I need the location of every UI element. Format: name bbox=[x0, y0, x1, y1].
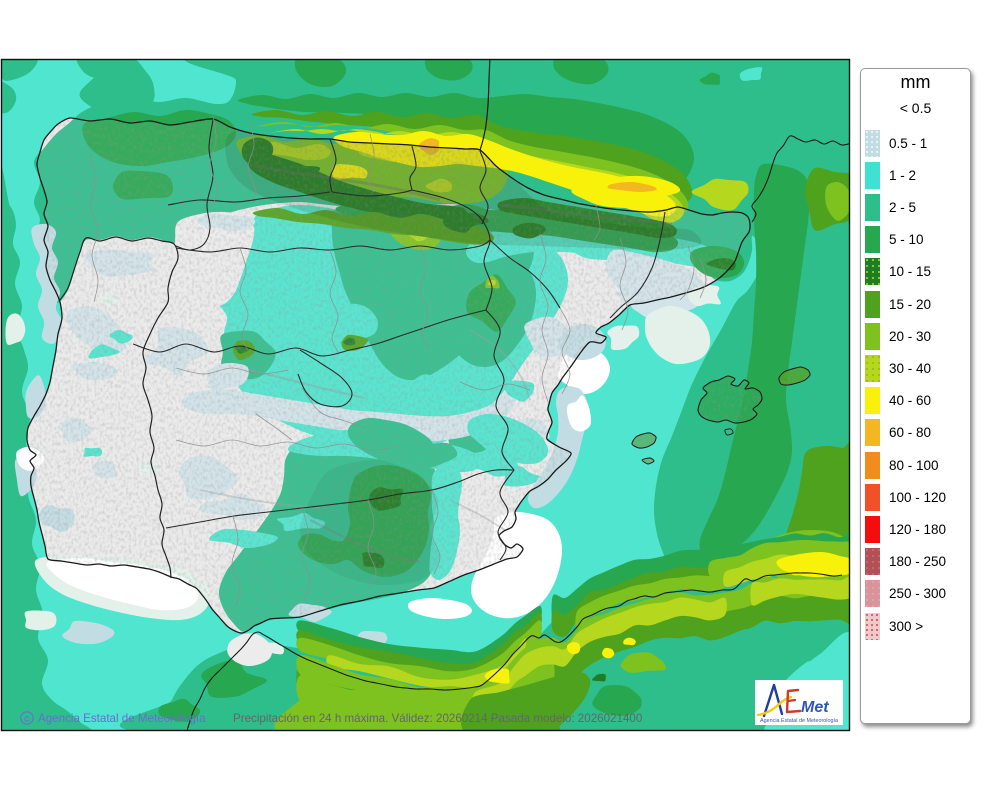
svg-text:Precipitación en 24 h máxima.: Precipitación en 24 h máxima. Válidez: 2… bbox=[233, 712, 642, 725]
svg-text:Agencia Estatal de Meteorologí: Agencia Estatal de Meteorología bbox=[38, 712, 206, 725]
svg-text:Agencia Estatal de Meteorologí: Agencia Estatal de Meteorología bbox=[760, 718, 838, 724]
svg-text:©: © bbox=[24, 714, 31, 724]
svg-text:Met: Met bbox=[801, 699, 829, 716]
